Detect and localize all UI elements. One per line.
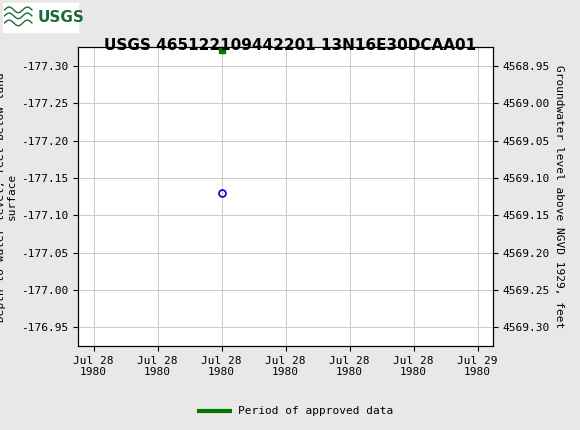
- Text: USGS 465122109442201 13N16E30DCAA01: USGS 465122109442201 13N16E30DCAA01: [104, 38, 476, 52]
- Y-axis label: Groundwater level above NGVD 1929, feet: Groundwater level above NGVD 1929, feet: [554, 65, 564, 329]
- FancyBboxPatch shape: [3, 3, 78, 32]
- Text: USGS: USGS: [38, 10, 85, 25]
- Text: Period of approved data: Period of approved data: [238, 405, 393, 416]
- Y-axis label: Depth to water level, feet below land
surface: Depth to water level, feet below land su…: [0, 72, 17, 322]
